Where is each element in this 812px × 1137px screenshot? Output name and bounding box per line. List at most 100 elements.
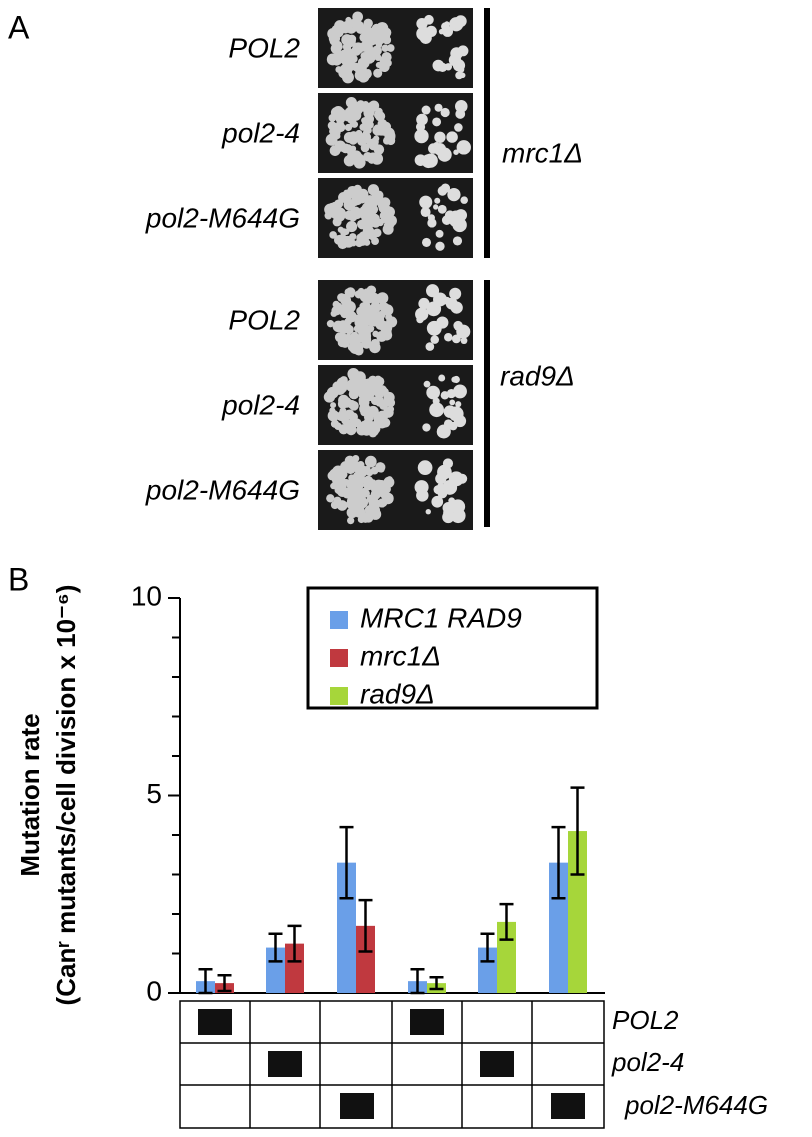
colony: [455, 71, 464, 80]
colony: [433, 485, 443, 495]
colony: [370, 466, 379, 475]
colony: [349, 400, 359, 411]
colony: [380, 320, 388, 329]
colony: [367, 155, 376, 164]
colony: [363, 418, 373, 428]
y-axis-label: Mutation rate: [15, 713, 45, 876]
colony: [362, 225, 374, 237]
colony: [443, 405, 457, 418]
colony: [331, 305, 342, 316]
bar: [568, 831, 587, 993]
colony: [369, 304, 379, 313]
colony: [421, 105, 431, 115]
colony: [382, 223, 394, 235]
colony: [416, 26, 431, 41]
colony: [366, 139, 376, 148]
colony: [340, 396, 352, 408]
colony: [453, 149, 459, 155]
bracket: [484, 8, 490, 258]
strain-label: POL2: [228, 304, 300, 335]
colony: [385, 131, 396, 143]
colony: [353, 334, 364, 344]
strain-label: pol2-M644G: [145, 202, 300, 233]
colony: [452, 236, 463, 246]
colony: [374, 54, 382, 62]
colony: [364, 297, 371, 304]
error-bar: [268, 932, 283, 963]
error-bar: [410, 968, 425, 995]
colony: [372, 46, 382, 56]
colony: [349, 100, 360, 111]
colony: [429, 402, 444, 418]
colony: [434, 103, 443, 112]
colony: [376, 330, 388, 342]
error-bar: [217, 973, 232, 993]
colony: [337, 226, 344, 233]
colony: [365, 118, 373, 127]
colony: [359, 319, 370, 329]
colony: [357, 70, 370, 83]
legend-label: mrc1Δ: [360, 640, 441, 671]
strain-label: pol2-4: [221, 117, 300, 148]
colony: [334, 332, 346, 343]
colony: [356, 306, 366, 317]
colony: [437, 204, 447, 214]
row-label: pol2-M644G: [624, 1090, 768, 1120]
colony: [414, 128, 429, 144]
colony: [368, 394, 375, 402]
colony: [371, 498, 380, 507]
colony: [354, 382, 365, 393]
colony: [421, 237, 432, 247]
colony: [382, 484, 391, 494]
legend-label: MRC1 RAD9: [360, 602, 522, 633]
colony: [417, 460, 433, 475]
colony: [427, 214, 435, 222]
colony: [450, 499, 466, 514]
colony: [425, 342, 435, 351]
colony: [343, 132, 355, 144]
colony: [338, 469, 348, 479]
colony: [369, 292, 380, 303]
colony: [323, 391, 336, 403]
colony: [422, 423, 431, 432]
row-label: POL2: [612, 1005, 679, 1035]
colony: [436, 425, 449, 439]
colony: [453, 384, 467, 399]
y-tick-label: 10: [131, 580, 162, 611]
colony: [371, 237, 379, 245]
colony: [416, 489, 429, 502]
colony: [434, 131, 446, 143]
colony: [336, 111, 344, 119]
colony: [437, 62, 448, 73]
bar: [478, 947, 497, 993]
y-tick-label: 0: [146, 975, 162, 1006]
y-tick-label: 5: [146, 778, 162, 809]
colony: [457, 45, 469, 57]
colony: [351, 45, 362, 56]
colony: [327, 53, 337, 64]
error-bar: [499, 902, 514, 941]
colony: [447, 187, 461, 202]
colony: [350, 150, 362, 162]
colony: [347, 478, 359, 490]
colony: [435, 229, 444, 238]
colony: [347, 116, 355, 124]
colony: [360, 487, 369, 497]
bar: [285, 943, 304, 993]
colony: [358, 57, 370, 69]
colony: [348, 291, 355, 298]
colony: [369, 479, 377, 487]
legend-swatch: [330, 611, 348, 629]
error-bar: [570, 786, 585, 876]
legend-label: rad9Δ: [360, 678, 435, 709]
colony: [362, 132, 372, 142]
colony: [326, 494, 335, 503]
colony: [357, 235, 368, 246]
group-label: rad9Δ: [500, 360, 575, 391]
colony: [385, 313, 393, 321]
colony: [327, 121, 337, 130]
legend: [306, 586, 599, 710]
colony: [375, 61, 382, 69]
colony: [361, 395, 369, 402]
colony: [343, 198, 356, 211]
